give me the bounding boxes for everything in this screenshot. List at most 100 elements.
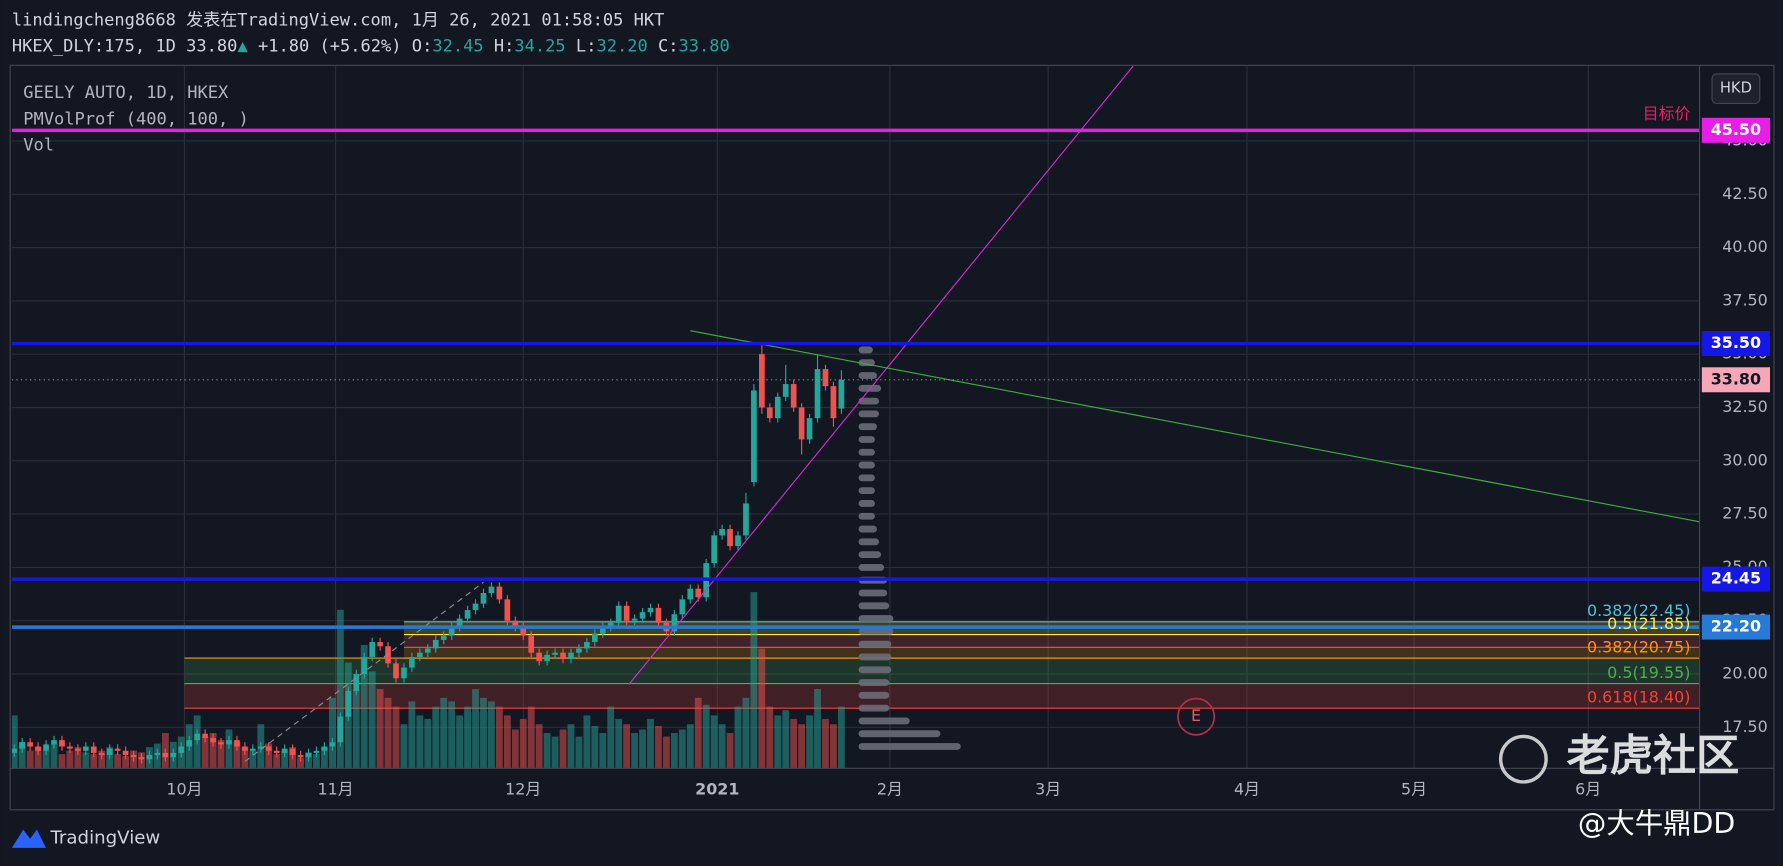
volume-bar — [790, 718, 798, 769]
volume-profile-bar — [858, 474, 875, 482]
price-badge — [1701, 566, 1771, 592]
candle-body — [11, 748, 18, 753]
volume-bar — [225, 729, 233, 769]
candle-body — [67, 746, 73, 749]
candle-body — [480, 592, 487, 604]
volume-profile-bar — [858, 538, 879, 546]
volume-bar — [647, 718, 654, 769]
candle-body — [599, 627, 606, 634]
currency-button-label[interactable]: HKD — [1720, 80, 1752, 97]
fib-label: 0.5(21.85) — [1607, 614, 1690, 633]
volume-profile-bar — [858, 525, 877, 533]
x-tick-label: 4月 — [1234, 779, 1260, 798]
volume-bar — [34, 747, 42, 769]
candle-body — [194, 733, 201, 741]
x-tick-label: 10月 — [166, 779, 202, 798]
candle-body — [265, 746, 272, 751]
candle-body — [369, 642, 375, 657]
volume-bar — [814, 688, 821, 769]
x-tick-label: 3月 — [1035, 779, 1061, 798]
volume-bar — [551, 736, 559, 769]
volume-bar — [567, 724, 575, 769]
volume-profile-bar — [858, 512, 875, 520]
x-tick-label: 5月 — [1401, 779, 1427, 798]
volume-bar — [495, 706, 503, 769]
candle-body — [329, 742, 336, 747]
candle-body — [448, 627, 455, 636]
volume-bar — [575, 736, 583, 769]
volume-bar — [599, 733, 607, 769]
candle-body — [377, 642, 383, 647]
candle-body — [51, 740, 57, 745]
x-tick-label: 11月 — [317, 779, 353, 798]
volume-bar — [670, 733, 678, 769]
candle-body — [440, 635, 447, 640]
volume-bar — [750, 592, 758, 769]
fib-label: 0.382(22.45) — [1587, 601, 1690, 620]
volume-profile-bar — [858, 589, 888, 597]
candle-body — [106, 748, 113, 756]
symbol-line: HKEX_DLY:175, 1D 33.80▲ +1.80 (+5.62%) O… — [12, 37, 730, 57]
y-tick-label: 37.50 — [1722, 290, 1768, 309]
y-tick-label: 20.00 — [1722, 664, 1768, 683]
candle-body — [43, 744, 49, 751]
candle-body — [257, 746, 264, 749]
publish-info: lindingcheng8668 发表在TradingView.com, 1月 … — [12, 10, 665, 30]
candle-body — [504, 599, 511, 621]
candle-body — [138, 757, 145, 760]
volume-bar — [58, 754, 66, 769]
candle-body — [59, 740, 65, 747]
candle-body — [727, 529, 733, 547]
volume-bar — [837, 706, 845, 769]
candle-body — [313, 750, 320, 753]
volume-bar — [464, 706, 471, 769]
ohlc-label: L: — [576, 37, 597, 57]
volume-profile-bar — [858, 461, 875, 469]
volume-bar — [527, 706, 535, 769]
price-badge-label: 24.45 — [1711, 569, 1761, 588]
volume-bar — [488, 701, 495, 769]
logo-icon — [11, 829, 46, 848]
volume-bar — [336, 609, 344, 769]
volume-bar — [313, 754, 320, 769]
candle-body — [496, 586, 503, 600]
candle-body — [512, 620, 519, 628]
currency-button[interactable] — [1711, 73, 1761, 104]
ohlc-label: H: — [494, 37, 515, 57]
volume-bar — [273, 754, 281, 769]
candle-body — [186, 740, 193, 747]
candle-body — [273, 750, 280, 753]
candle-body — [639, 612, 646, 619]
y-tick-label: 40.00 — [1722, 237, 1768, 256]
volume-bar — [742, 697, 750, 769]
volume-bar — [519, 718, 527, 769]
volume-bar — [98, 750, 106, 769]
candle-body — [218, 742, 224, 745]
candle-body — [289, 748, 296, 756]
ohlc-value: 32.45 — [432, 37, 483, 57]
volume-bar — [122, 755, 130, 769]
volume-bar — [384, 697, 392, 769]
volume-bar — [678, 729, 686, 769]
volume-bar — [758, 648, 766, 769]
candle-body — [655, 607, 662, 623]
volume-profile-bar — [858, 640, 892, 648]
volume-bar — [297, 757, 304, 769]
volume-bar — [535, 724, 543, 769]
volume-profile-bar — [858, 627, 894, 635]
volume-bar — [734, 706, 742, 769]
candle-body — [226, 740, 232, 745]
candle-body — [790, 384, 797, 408]
candle-body — [759, 354, 765, 408]
candle-body — [35, 746, 41, 751]
candle-body — [743, 503, 749, 536]
volume-bar — [328, 697, 336, 769]
volume-bar — [503, 715, 511, 769]
volume-bar — [774, 715, 782, 769]
candle-body — [584, 642, 590, 649]
volume-bar — [623, 724, 631, 769]
volume-profile-bar — [858, 346, 873, 354]
price-badge-label: 45.50 — [1711, 120, 1761, 139]
price-badge — [1701, 614, 1771, 640]
volume-bar — [90, 754, 98, 769]
